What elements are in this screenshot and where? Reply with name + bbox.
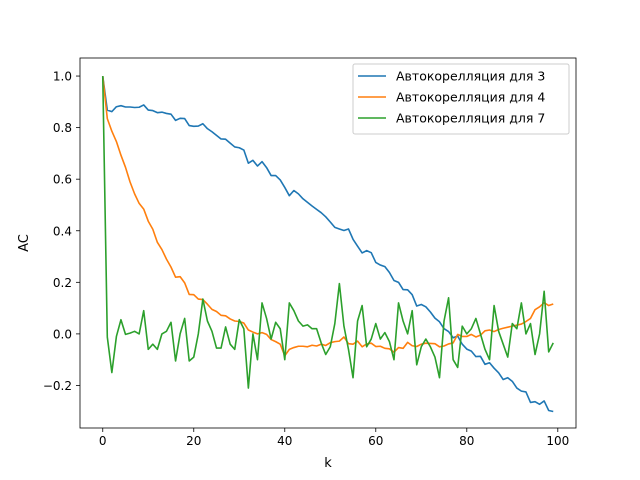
x-tick-label: 60 [368,434,383,448]
y-tick-label: 0.2 [53,276,72,290]
y-tick-label: 0.8 [53,121,72,135]
x-tick-label: 20 [186,434,201,448]
x-tick-label: 0 [99,434,107,448]
x-axis-label: k [324,456,332,471]
series-line-2 [101,75,554,357]
x-tick-label: 80 [459,434,474,448]
x-tick-label: 100 [546,434,569,448]
y-tick-label: 0.4 [53,224,72,238]
series-line-1 [101,75,554,413]
y-tick-label: 1.0 [53,70,72,84]
legend-label-1: Автокорелляция для 3 [396,69,545,84]
series-line-3 [101,76,554,389]
y-axis-label: AC [17,234,32,252]
plot-frame [79,57,577,429]
x-axis-ticks: 0 20 40 60 80 100 [99,428,569,448]
y-tick-label: 0.6 [53,173,72,187]
legend: Автокорелляция для 3 Автокорелляция для 4… [352,63,570,135]
x-tick-label: 40 [277,434,292,448]
series-layer [101,75,554,413]
y-tick-label: 0.0 [53,327,72,341]
y-axis-ticks: −0.2 0.0 0.2 0.4 0.6 0.8 1.0 [43,70,80,393]
legend-frame [352,63,570,135]
legend-label-2: Автокорелляция для 4 [396,90,545,105]
y-tick-label: −0.2 [43,379,72,393]
legend-label-3: Автокорелляция для 7 [396,111,545,126]
